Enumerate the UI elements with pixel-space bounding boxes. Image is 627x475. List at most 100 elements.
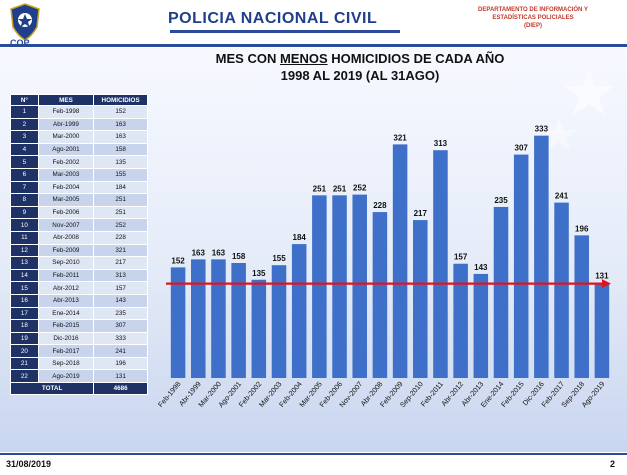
org-title: POLICIA NACIONAL CIVIL — [168, 10, 378, 27]
bar-abr-2012 — [453, 263, 468, 378]
dept-line-1: DEPARTAMENTO DE INFORMACIÓN Y — [478, 7, 588, 13]
bar-abr-1999 — [191, 259, 206, 378]
bar-ago-2019 — [594, 282, 610, 378]
row-homicides: 321 — [93, 243, 148, 258]
table-row: 20 Feb-2017 241 — [10, 344, 148, 358]
row-homicides: 217 — [93, 256, 148, 270]
row-number: 22 — [10, 369, 39, 384]
bar-feb-2006 — [332, 195, 347, 378]
row-month: Dic-2016 — [37, 331, 95, 346]
footer-date: 31/08/2019 — [6, 459, 52, 469]
row-homicides: 228 — [93, 230, 148, 245]
row-month: Sep-2018 — [37, 356, 95, 371]
bar-feb-2004 — [291, 244, 307, 378]
data-table: N° MES HOMICIDIOS 1 Feb-1998 152 2 Abr-1999 1… — [9, 94, 148, 396]
row-homicides: 313 — [93, 268, 148, 283]
row-number: 5 — [10, 155, 39, 169]
chart-title: MES CON MENOS HOMICIDIOS DE CADA AÑO 199… — [165, 50, 555, 84]
table-row: 18 Feb-2015 307 — [10, 319, 148, 333]
row-homicides: 251 — [93, 205, 148, 220]
bar-sep-2010 — [413, 220, 428, 378]
title-underline — [170, 30, 400, 33]
row-homicides: 155 — [93, 167, 148, 182]
data-label: 307 — [515, 144, 529, 153]
data-label: 152 — [171, 256, 185, 265]
row-month: Abr-2013 — [37, 293, 95, 308]
row-number: 18 — [10, 319, 39, 333]
data-label: 163 — [212, 248, 226, 257]
row-number: 6 — [10, 167, 39, 182]
row-homicides: 307 — [93, 319, 148, 333]
title-part-1: MES CON — [215, 51, 280, 66]
bar-ago-2001 — [231, 263, 246, 378]
table-row: 21 Sep-2018 196 — [10, 356, 148, 371]
row-homicides: 235 — [93, 306, 148, 321]
row-month: Feb-2017 — [37, 344, 95, 358]
dept-line-3: (DIEP) — [524, 23, 542, 29]
row-homicides: 158 — [93, 142, 148, 157]
row-homicides: 152 — [93, 105, 148, 119]
row-number: 15 — [10, 281, 39, 295]
row-homicides: 184 — [93, 180, 148, 195]
bar-feb-2009 — [392, 144, 408, 378]
table-row: 1 Feb-1998 152 — [10, 105, 148, 119]
row-month: Mar-2005 — [37, 193, 95, 207]
data-label: 196 — [575, 224, 589, 233]
title-part-2: HOMICIDIOS DE CADA AÑO — [327, 51, 505, 66]
bar-dic-2016 — [534, 135, 549, 378]
header-bar: COP POLICIA NACIONAL CIVIL DEPARTAMENTO … — [0, 0, 627, 48]
table-row: 2 Abr-1999 163 — [10, 117, 148, 132]
page-number: 2 — [609, 459, 615, 469]
police-shield-logo — [10, 3, 40, 41]
row-number: 10 — [10, 218, 39, 232]
department-label: DEPARTAMENTO DE INFORMACIÓN Y ESTADÍSTIC… — [448, 6, 618, 30]
bar-ene-2014 — [493, 206, 509, 378]
footer-divider — [0, 453, 627, 455]
row-homicides: 251 — [93, 193, 148, 207]
chart-title-line-1: MES CON MENOS HOMICIDIOS DE CADA AÑO — [165, 50, 555, 67]
data-label: 251 — [313, 184, 327, 193]
trend-arrowhead-icon — [602, 279, 611, 289]
row-number: 3 — [10, 130, 39, 144]
data-label: 241 — [555, 192, 569, 201]
row-number: 12 — [10, 243, 39, 258]
row-number: 16 — [10, 293, 39, 308]
row-number: 9 — [10, 205, 39, 220]
bar-nov-2007 — [352, 194, 367, 378]
table-row: 19 Dic-2016 333 — [10, 331, 148, 346]
bar-mar-2003 — [271, 265, 287, 378]
header-divider — [0, 44, 627, 47]
data-label: 135 — [252, 269, 266, 278]
row-month: Abr-2008 — [37, 230, 95, 245]
star-watermark-icon — [542, 68, 614, 150]
data-label: 131 — [595, 272, 609, 281]
table-row: 8 Mar-2005 251 — [10, 193, 148, 207]
table-row: 17 Ene-2014 235 — [10, 306, 148, 321]
bar-feb-2011 — [433, 150, 448, 378]
row-month: Sep-2010 — [37, 256, 95, 270]
bar-feb-2015 — [513, 154, 529, 378]
data-label: 217 — [414, 209, 428, 218]
row-number: 1 — [10, 105, 39, 119]
row-number: 20 — [10, 344, 39, 358]
bar-abr-2013 — [473, 273, 489, 378]
table-row: 4 Ago-2001 158 — [10, 142, 148, 157]
table-row: 5 Feb-2002 135 — [10, 155, 148, 169]
table-row: 13 Sep-2010 217 — [10, 256, 148, 270]
dept-line-2: ESTADÍSTICAS POLICIALES — [492, 15, 574, 21]
row-month: Abr-1999 — [37, 117, 95, 132]
table-row: 15 Abr-2012 157 — [10, 281, 148, 295]
row-month: Feb-2015 — [37, 319, 95, 333]
data-label: 252 — [353, 184, 367, 193]
row-month: Mar-2000 — [37, 130, 95, 144]
data-label: 143 — [474, 263, 488, 272]
data-label: 251 — [333, 184, 347, 193]
row-month: Feb-1998 — [37, 105, 95, 119]
data-label: 321 — [393, 133, 407, 142]
row-homicides: 163 — [93, 130, 148, 144]
row-number: 4 — [10, 142, 39, 157]
bar-mar-2005 — [312, 195, 327, 378]
row-homicides: 163 — [93, 117, 148, 132]
row-month: Feb-2004 — [37, 180, 95, 195]
bar-feb-1998 — [170, 267, 186, 378]
